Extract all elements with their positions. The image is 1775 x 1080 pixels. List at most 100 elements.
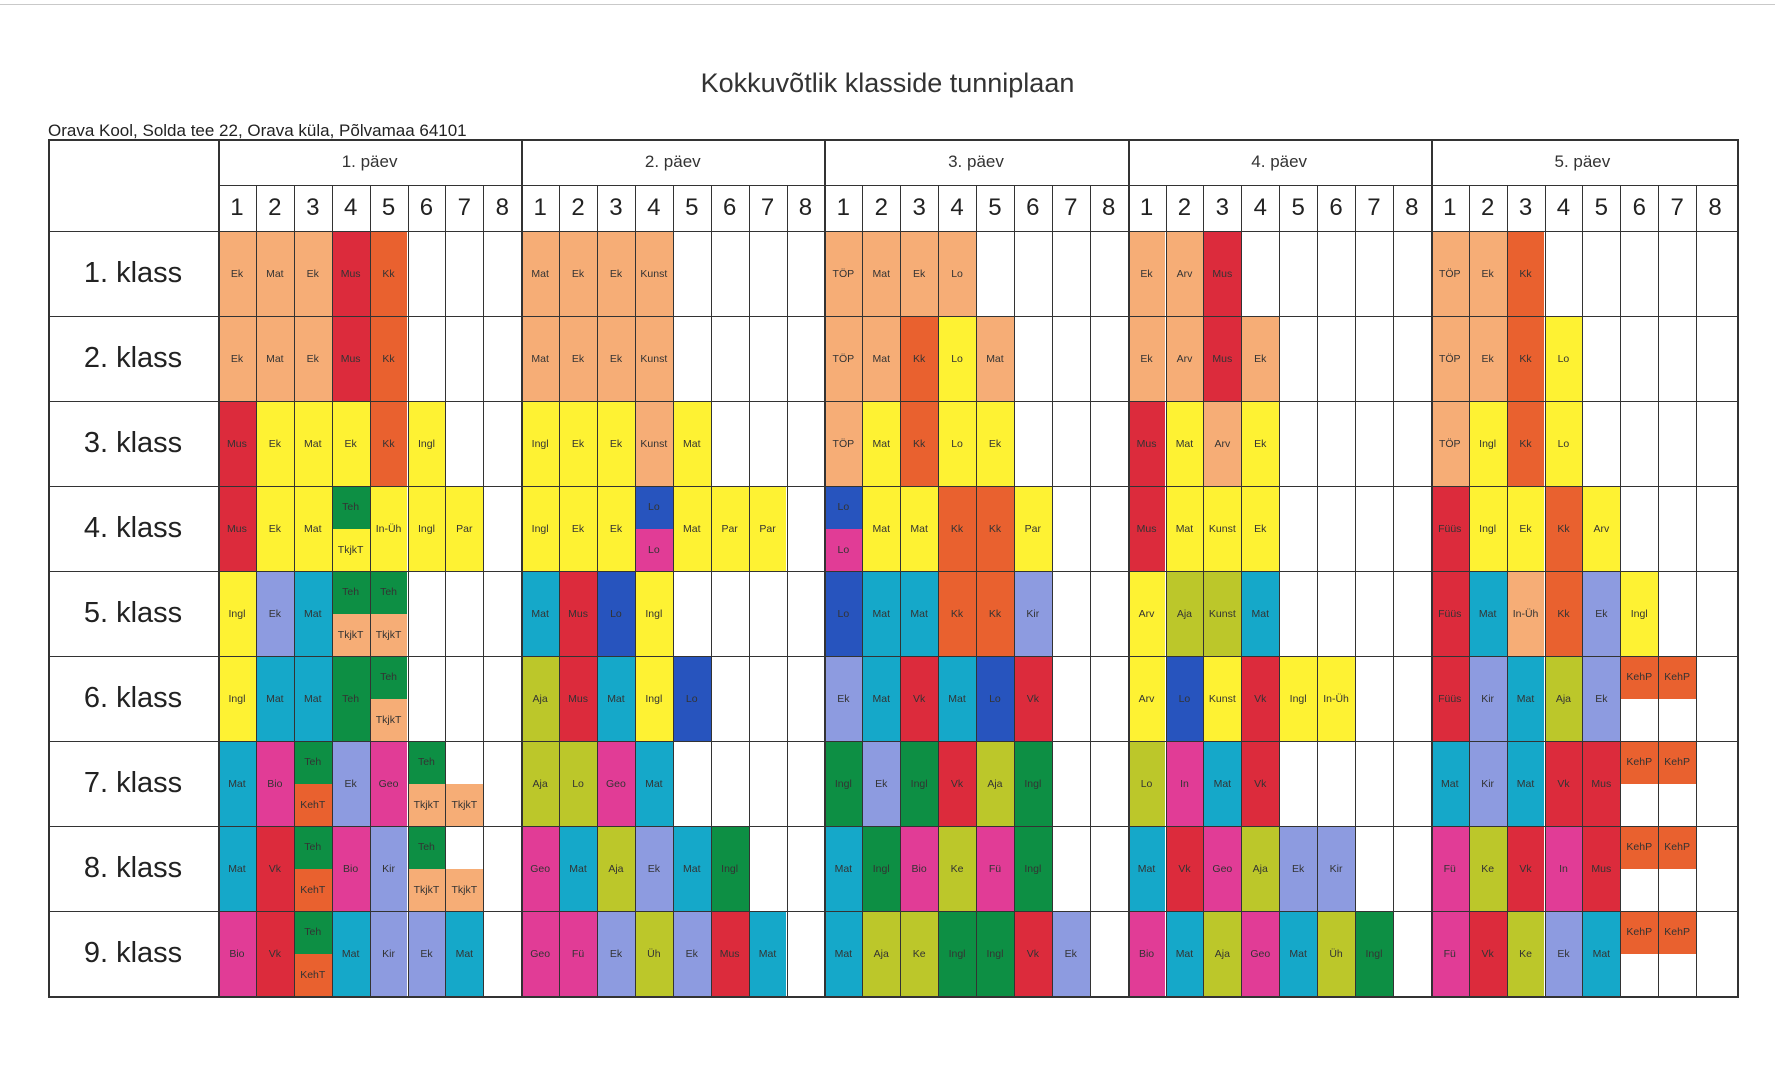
grid-line <box>900 185 902 996</box>
lesson-half-cell: KehT <box>293 783 332 826</box>
lesson-cell: Ek <box>331 401 370 486</box>
grid-line <box>1203 185 1205 996</box>
lesson-cell: Aja <box>1203 911 1242 996</box>
lesson-cell: Mus <box>1127 486 1166 571</box>
grid-line <box>48 741 1739 742</box>
grid-line <box>748 185 750 996</box>
lesson-cell: Kir <box>369 826 408 911</box>
period-number: 4 <box>343 194 358 221</box>
period-number: 5 <box>1291 194 1305 221</box>
period-number: 7 <box>1670 194 1684 221</box>
lesson-cell: Ek <box>597 486 635 571</box>
lesson-half-cell: TkjkT <box>331 613 370 656</box>
grid-line <box>1544 185 1546 996</box>
lesson-cell: Par <box>445 486 484 571</box>
period-number: 5 <box>685 194 699 221</box>
lesson-cell: Mus <box>559 656 597 741</box>
lesson-cell: Ek <box>1468 231 1507 316</box>
lesson-cell: Mat <box>1241 571 1280 656</box>
lesson-half-cell: Lo <box>824 528 863 571</box>
class-label: 9. klass <box>83 937 183 969</box>
day-header: 4. päev <box>1251 152 1308 171</box>
lesson-cell: Kk <box>938 486 976 571</box>
lesson-cell: Mat <box>900 571 939 656</box>
day-header: 3. päev <box>948 152 1004 171</box>
lesson-cell: Mat <box>218 826 256 911</box>
lesson-cell: Lo <box>938 316 976 401</box>
class-label: 7. klass <box>83 767 183 799</box>
lesson-cell: Kir <box>1468 741 1507 826</box>
lesson-cell: TÖP <box>1430 231 1469 316</box>
grid-line <box>1430 139 1433 996</box>
lesson-cell: Mat <box>938 656 976 741</box>
lesson-cell: Ek <box>976 401 1014 486</box>
period-number: 2 <box>571 194 585 221</box>
lesson-half-cell: Teh <box>293 741 332 784</box>
lesson-half-cell: Teh <box>331 571 370 614</box>
lesson-cell: Mat <box>862 656 901 741</box>
lesson-cell: Mat <box>293 571 332 656</box>
period-number: 3 <box>1215 194 1230 221</box>
lesson-cell: Mat <box>331 911 370 996</box>
lesson-cell: Ingl <box>407 486 446 571</box>
grid-line <box>218 185 1739 186</box>
period-number: 2 <box>874 194 888 221</box>
period-number: 1 <box>533 194 547 221</box>
lesson-cell: Lo <box>597 571 635 656</box>
grid-line <box>1051 185 1053 996</box>
lesson-cell: Lo <box>938 231 976 316</box>
lesson-cell: Mat <box>1430 741 1469 826</box>
lesson-cell: Mat <box>900 486 939 571</box>
lesson-cell: Kk <box>976 486 1014 571</box>
grid-line <box>824 139 827 996</box>
lesson-half-cell: TkjkT <box>369 698 408 741</box>
lesson-half-cell: KehP <box>1620 741 1659 784</box>
grid-line <box>938 185 940 996</box>
grid-line <box>786 185 788 996</box>
grid-line <box>1013 185 1015 996</box>
lesson-cell: Mus <box>1127 401 1166 486</box>
lesson-cell: Ek <box>218 231 256 316</box>
lesson-cell: Ek <box>862 741 901 826</box>
lesson-cell: Ek <box>255 486 294 571</box>
lesson-cell: TÖP <box>1430 316 1469 401</box>
lesson-cell: Ingl <box>1279 656 1318 741</box>
period-number: 4 <box>950 194 964 221</box>
lesson-cell: In-Üh <box>369 486 408 571</box>
lesson-cell: Ingl <box>938 911 976 996</box>
lesson-cell: Bio <box>255 741 294 826</box>
lesson-cell: Mat <box>255 231 294 316</box>
lesson-cell: Kk <box>1506 316 1545 401</box>
lesson-cell: Lo <box>1127 741 1166 826</box>
lesson-cell: Ek <box>559 486 597 571</box>
lesson-cell: Arv <box>1127 656 1166 741</box>
grid-line <box>293 185 295 996</box>
lesson-cell: Geo <box>1203 826 1242 911</box>
lesson-cell: Geo <box>521 826 560 911</box>
grid-line <box>48 656 1739 657</box>
lesson-cell: Kunst <box>1203 656 1242 741</box>
lesson-cell: Ek <box>1279 826 1318 911</box>
lesson-cell: Mat <box>1279 911 1318 996</box>
lesson-cell: Ek <box>1544 911 1583 996</box>
class-label: 4. klass <box>83 512 183 544</box>
lesson-cell: Ek <box>1582 571 1621 656</box>
lesson-cell: Mat <box>1582 911 1621 996</box>
lesson-cell: Ek <box>1051 911 1090 996</box>
lesson-cell: Aja <box>976 741 1014 826</box>
lesson-cell: Mat <box>1165 486 1204 571</box>
lesson-cell: Par <box>1013 486 1052 571</box>
lesson-cell: Ingl <box>521 401 560 486</box>
lesson-cell: Mus <box>1582 741 1621 826</box>
lesson-cell: Ingl <box>218 656 256 741</box>
lesson-cell: Ingl <box>1620 571 1659 656</box>
lesson-cell: Kk <box>1544 486 1583 571</box>
grid-line <box>1165 185 1167 996</box>
period-number: 2 <box>1480 194 1495 221</box>
lesson-cell: Aja <box>862 911 901 996</box>
period-number: 4 <box>1556 194 1571 221</box>
lesson-cell: Vk <box>1241 741 1280 826</box>
lesson-cell: Kunst <box>634 231 673 316</box>
period-number: 8 <box>1405 194 1419 221</box>
lesson-cell: Mat <box>1127 826 1166 911</box>
